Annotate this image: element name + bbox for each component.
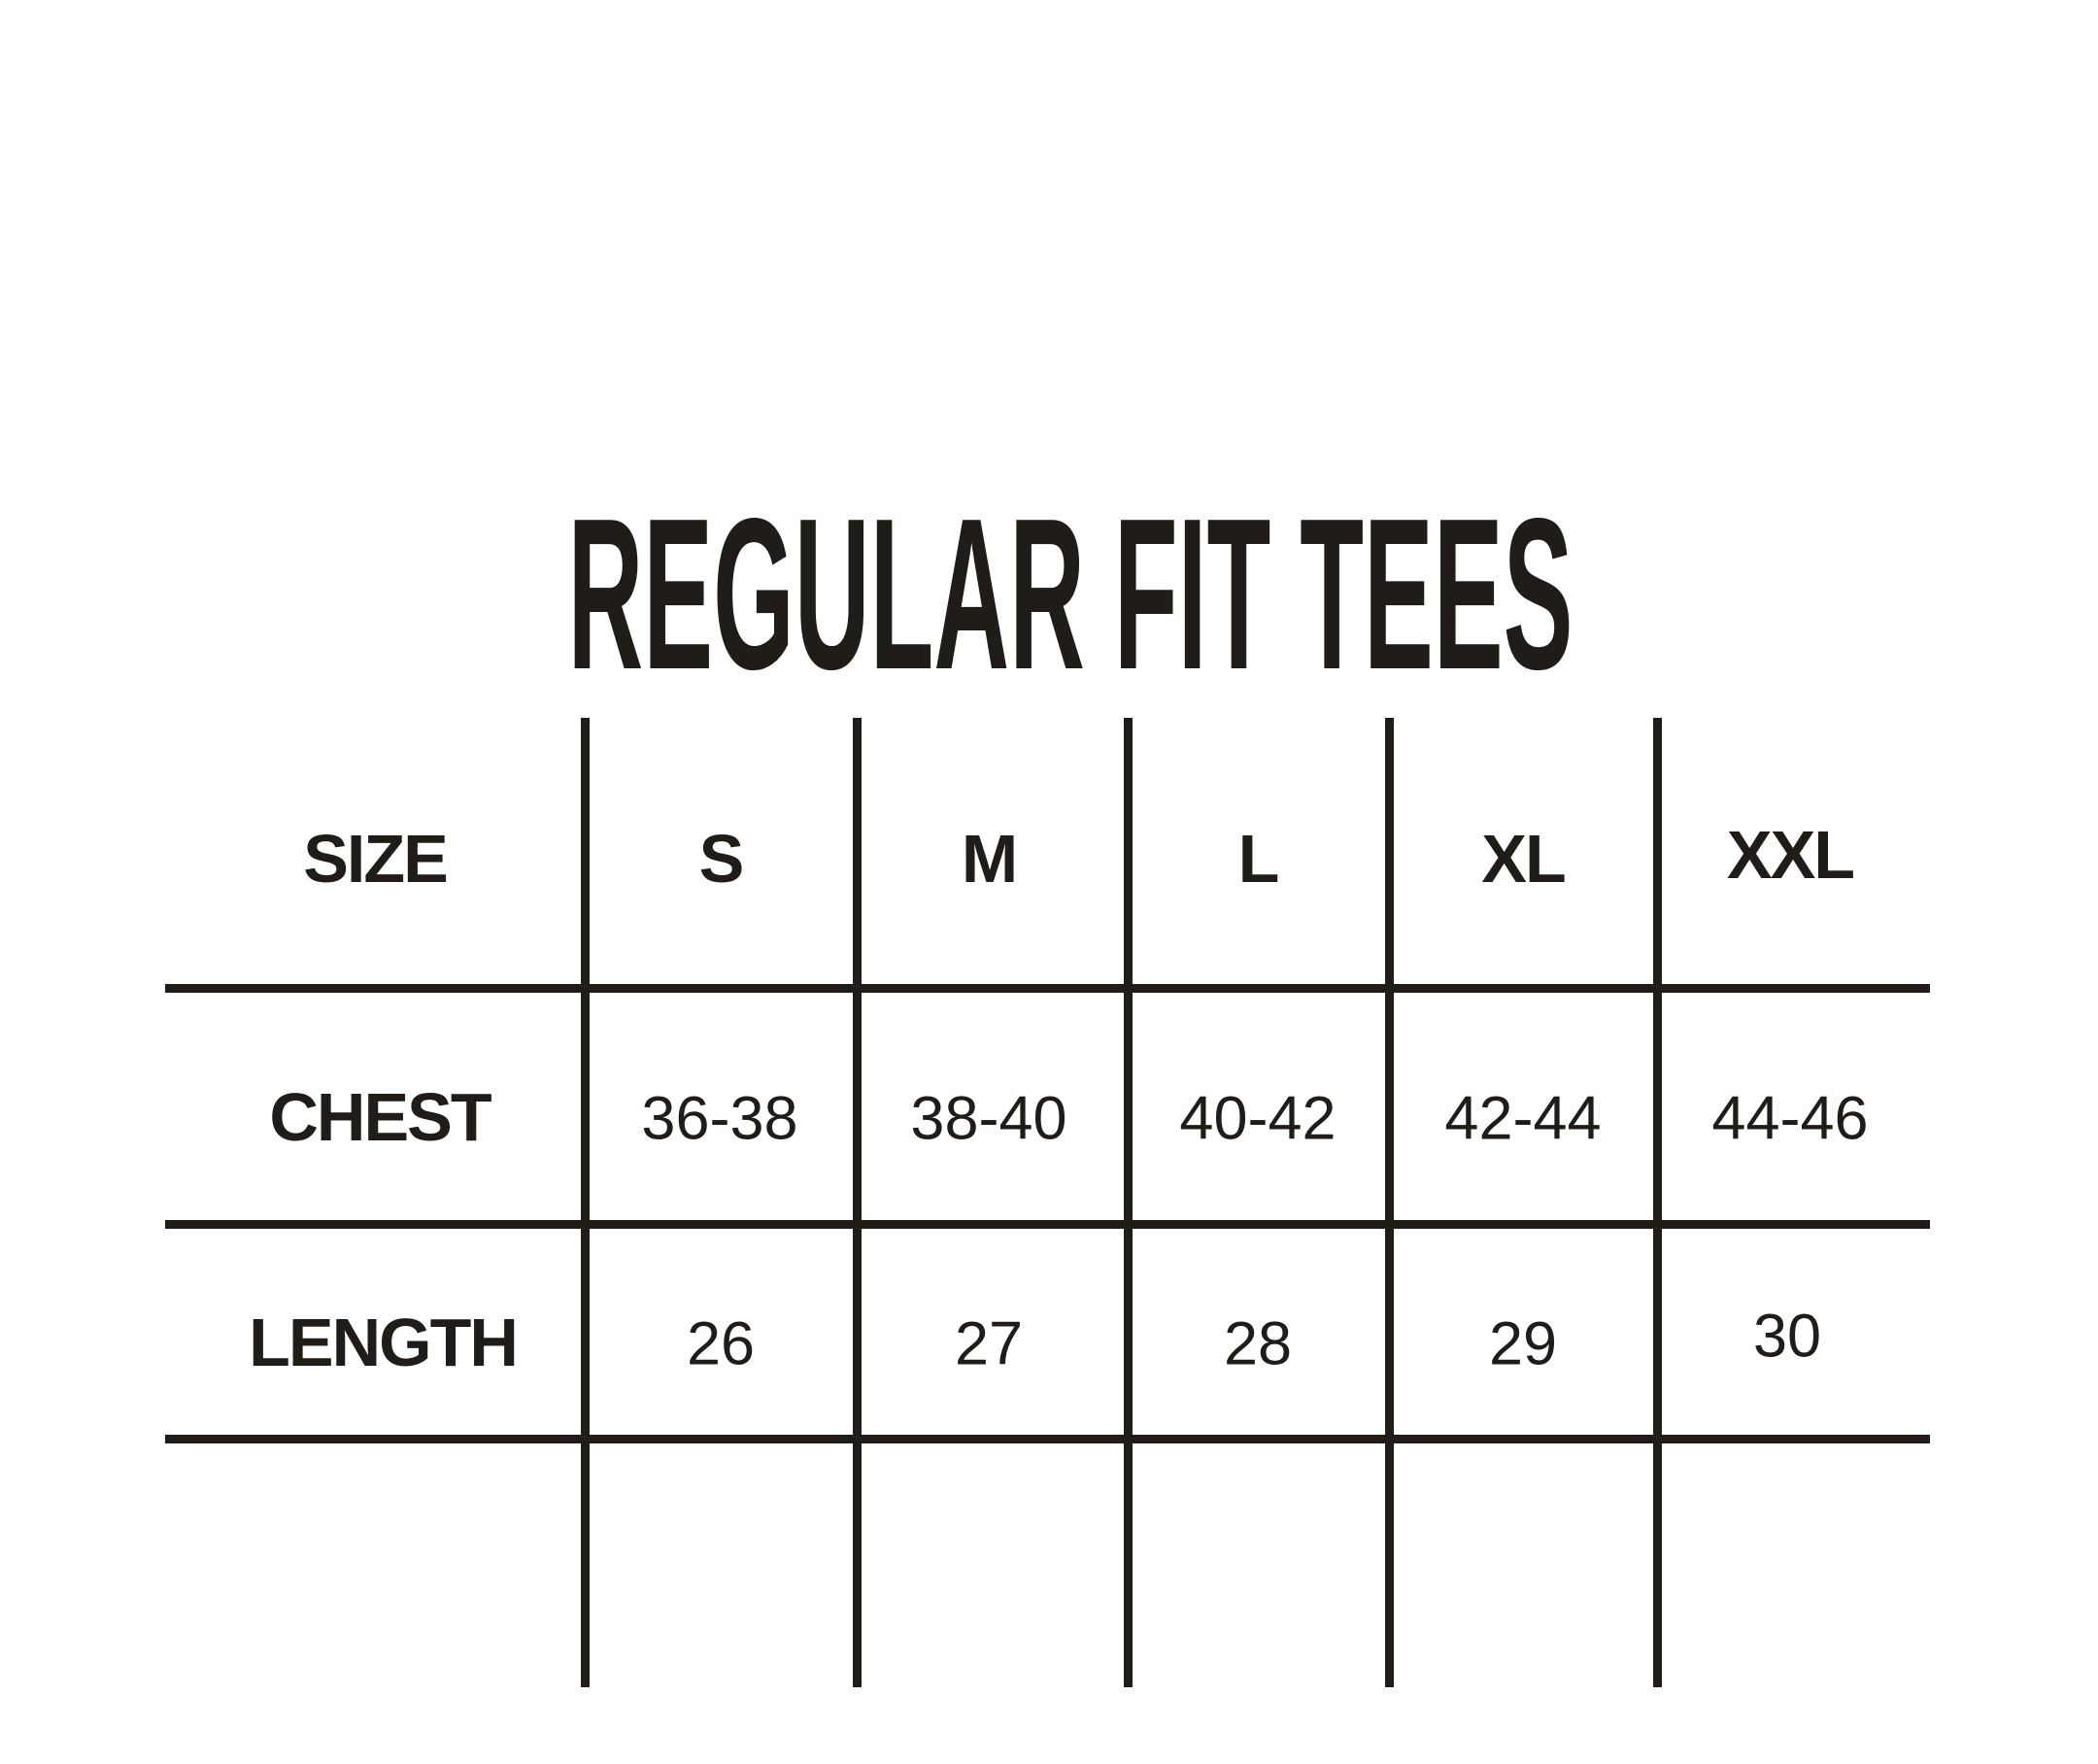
column-header-xl: XL <box>1481 821 1566 897</box>
grid-vline-5 <box>1653 718 1662 1687</box>
chest-value-m: 38-40 <box>910 1084 1067 1153</box>
chest-value-s: 36-38 <box>641 1084 798 1153</box>
grid-hline-1 <box>165 984 1930 993</box>
row-label-chest: CHEST <box>269 1079 491 1155</box>
column-header-xxl: XXL <box>1726 817 1855 893</box>
page-title: REGULAR FIT TEES <box>568 491 1574 714</box>
column-header-size: SIZE <box>303 821 449 897</box>
grid-vline-4 <box>1385 718 1394 1687</box>
length-value-xl: 29 <box>1488 1309 1558 1378</box>
chest-value-l: 40-42 <box>1179 1084 1337 1153</box>
column-header-s: S <box>698 821 745 897</box>
row-label-length: LENGTH <box>249 1305 519 1380</box>
grid-vline-2 <box>853 718 862 1687</box>
chest-value-xxl: 44-46 <box>1711 1084 1869 1153</box>
chest-value-xl: 42-44 <box>1444 1084 1602 1153</box>
grid-vline-1 <box>581 718 590 1687</box>
length-value-m: 27 <box>954 1309 1024 1378</box>
length-value-l: 28 <box>1223 1309 1293 1378</box>
grid-hline-3 <box>165 1435 1930 1443</box>
page-title-graphic: REGULAR FIT TEES <box>568 491 1574 714</box>
column-header-l: L <box>1237 821 1280 897</box>
length-value-s: 26 <box>686 1309 756 1378</box>
length-value-xxl: 30 <box>1752 1302 1822 1371</box>
grid-hline-2 <box>165 1220 1930 1229</box>
grid-vline-3 <box>1124 718 1133 1687</box>
column-header-m: M <box>961 821 1018 897</box>
